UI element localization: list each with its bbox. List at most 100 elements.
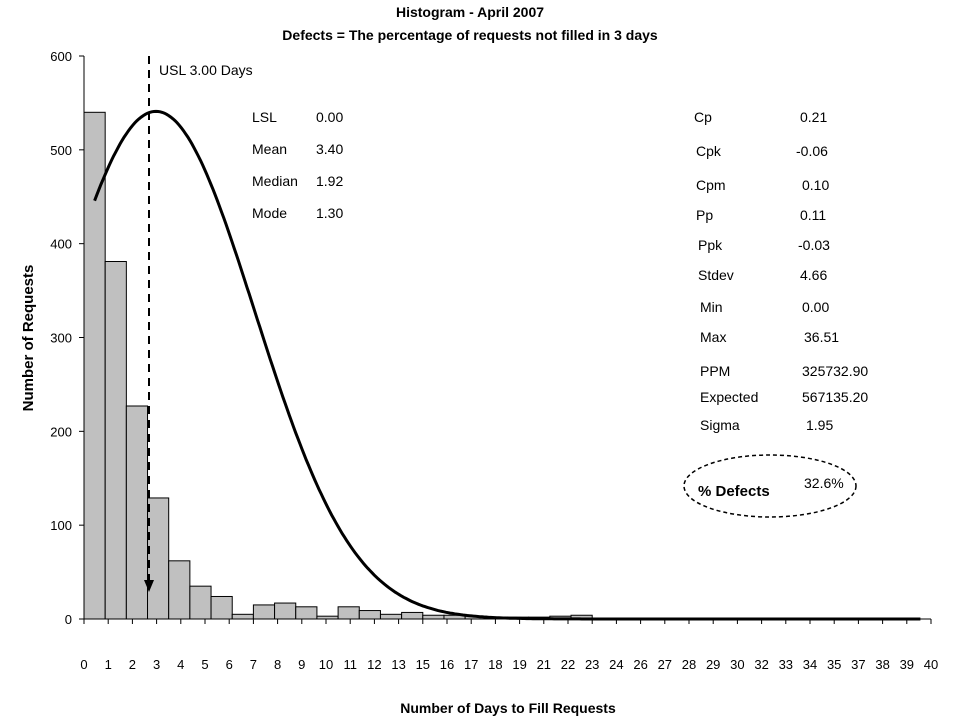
stat-value: 0.21	[800, 109, 827, 125]
histogram-bar	[379, 613, 403, 620]
stat-value: 1.92	[316, 173, 343, 189]
x-tick-label: 16	[440, 657, 454, 672]
histogram-bar	[210, 595, 233, 620]
stats-left-panel: LSL 0.00 Mean 3.40 Median 1.92 Mode 1.30	[252, 109, 343, 221]
y-tick-label: 200	[50, 424, 72, 439]
stat-label: Mean	[252, 141, 287, 157]
x-tick-label: 15	[416, 657, 430, 672]
histogram-bar	[401, 611, 424, 620]
stat-value: 567135.20	[802, 389, 868, 405]
stat-label: Cp	[694, 109, 712, 125]
stat-label: Ppk	[698, 237, 723, 253]
y-tick-label: 100	[50, 518, 72, 533]
histogram-bar	[231, 613, 254, 620]
stat-label: Sigma	[700, 417, 740, 433]
x-tick-label: 7	[250, 657, 257, 672]
defects-ellipse	[683, 454, 857, 518]
histogram-bar	[274, 602, 297, 620]
stat-label: Cpm	[696, 177, 726, 193]
x-tick-label: 24	[609, 657, 623, 672]
stat-label: Median	[252, 173, 298, 189]
usl-arrowhead	[144, 580, 154, 592]
x-tick-label: 39	[900, 657, 914, 672]
stats-right-panel: Cp 0.21 Cpk -0.06 Cpm 0.10 Pp 0.11 Ppk -0.03 Stdev…	[694, 109, 868, 433]
x-tick-label: 3	[153, 657, 160, 672]
histogram-bar	[189, 585, 212, 620]
stat-label: Stdev	[698, 267, 734, 283]
stat-value: 325732.90	[802, 363, 868, 379]
x-tick-label: 9	[298, 657, 305, 672]
usl-marker: USL 3.00 Days	[144, 56, 253, 592]
stat-label: PPM	[700, 363, 730, 379]
normal-curve-group	[93, 109, 921, 621]
stat-value: -0.03	[798, 237, 830, 253]
y-tick-label: 300	[50, 331, 72, 346]
x-tick-label: 30	[730, 657, 744, 672]
x-tick-label: 2	[129, 657, 136, 672]
x-tick-label: 27	[658, 657, 672, 672]
x-tick-label: 1	[105, 657, 112, 672]
x-tick-label: 29	[706, 657, 720, 672]
stat-value: 0.00	[316, 109, 343, 125]
x-tick-label: 35	[827, 657, 841, 672]
y-tick-label: 400	[50, 237, 72, 252]
x-tick-label: 12	[367, 657, 381, 672]
stat-label: Mode	[252, 205, 287, 221]
x-tick-label: 6	[226, 657, 233, 672]
stat-label: Expected	[700, 389, 758, 405]
histogram-bar	[104, 260, 127, 620]
histogram-bar	[422, 614, 445, 620]
x-tick-label: 32	[754, 657, 768, 672]
histogram-bar	[83, 111, 106, 620]
defects-callout: % Defects 32.6%	[683, 454, 857, 518]
x-tick-label: 17	[464, 657, 478, 672]
x-axis-label: Number of Days to Fill Requests	[400, 700, 616, 716]
histogram-bar	[147, 497, 170, 620]
x-tick-label: 4	[177, 657, 184, 672]
stat-value: 36.51	[804, 329, 839, 345]
x-tick-label: 5	[201, 657, 208, 672]
defects-value: 32.6%	[804, 475, 844, 491]
stat-label: Pp	[696, 207, 713, 223]
stat-value: 0.10	[802, 177, 829, 193]
x-tick-label: 10	[319, 657, 333, 672]
usl-label: USL 3.00 Days	[159, 62, 253, 78]
stat-label: Max	[700, 329, 726, 345]
stat-label: Min	[700, 299, 723, 315]
stat-label: LSL	[252, 109, 277, 125]
histogram-bar	[125, 405, 149, 620]
chart-subtitle: Defects = The percentage of requests not…	[282, 27, 658, 43]
x-tick-label: 13	[391, 657, 405, 672]
x-tick-label: 33	[779, 657, 793, 672]
histogram-bar	[168, 560, 191, 620]
x-tick-label: 23	[585, 657, 599, 672]
stat-value: 0.11	[800, 207, 826, 223]
stat-value: 0.00	[802, 299, 829, 315]
stat-value: 3.40	[316, 141, 343, 157]
defects-label: % Defects	[698, 483, 770, 500]
stat-value: 1.95	[806, 417, 833, 433]
y-tick-label: 500	[50, 143, 72, 158]
chart-title: Histogram - April 2007	[396, 4, 544, 20]
x-tick-label: 11	[343, 657, 357, 672]
y-axis-label: Number of Requests	[20, 265, 37, 412]
x-tick-label: 26	[633, 657, 647, 672]
normal-curve	[93, 109, 921, 621]
histogram-bar	[252, 604, 276, 620]
histogram-bar	[358, 610, 381, 620]
y-tick-label: 600	[50, 49, 72, 64]
stat-value: -0.06	[796, 143, 828, 159]
bar-series	[83, 111, 593, 620]
x-tick-label: 22	[561, 657, 575, 672]
x-tick-label: 40	[924, 657, 938, 672]
stat-value: 1.30	[316, 205, 343, 221]
x-tick-label: 0	[80, 657, 87, 672]
x-tick-label: 21	[537, 657, 551, 672]
x-tick-label: 34	[803, 657, 817, 672]
x-tick-label: 8	[274, 657, 281, 672]
x-tick-label: 37	[851, 657, 865, 672]
x-tick-label: 19	[512, 657, 526, 672]
y-tick-label: 0	[65, 612, 72, 627]
